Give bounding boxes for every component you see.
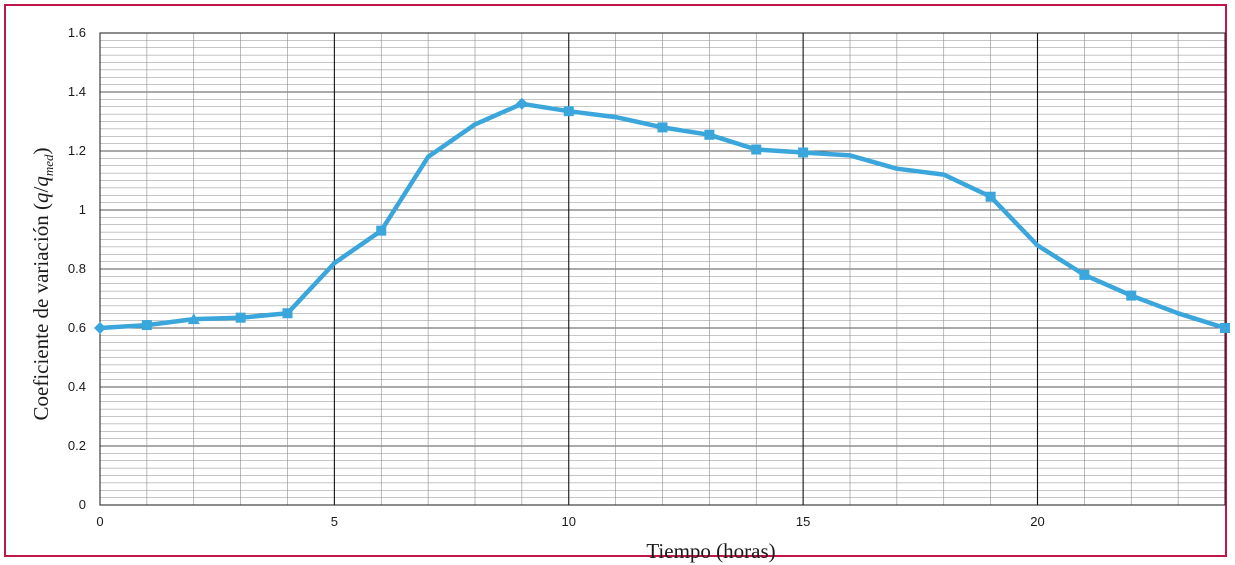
y-tick-label: 1: [79, 202, 86, 217]
plot-area-border: [99, 32, 1226, 506]
y-tick-label: 0.6: [68, 320, 86, 335]
x-tick-label: 10: [562, 514, 576, 529]
data-point-marker: [94, 322, 106, 334]
y-tick-label: 0.4: [68, 379, 86, 394]
y-tick-label: 0.8: [68, 261, 86, 276]
data-point-marker: [704, 129, 715, 140]
x-tick-label: 0: [96, 514, 103, 529]
data-point-marker: [657, 122, 668, 133]
y-tick-labels: 0 0.2 0.4 0.6 0.8 1 1.2 1.4 1.6: [68, 25, 86, 512]
y-tick-label: 1.2: [68, 143, 86, 158]
x-tick-label: 15: [796, 514, 810, 529]
x-tick-labels: 0 5 10 15 20: [96, 514, 1044, 529]
data-point-marker: [235, 312, 246, 323]
y-tick-label: 1.4: [68, 84, 86, 99]
y-axis-title-suffix: ): [29, 148, 53, 155]
minor-gridlines: [100, 33, 1225, 505]
y-tick-label: 0: [79, 497, 86, 512]
x-axis-title: Tiempo (horas): [646, 539, 775, 563]
y-axis-title-subscript: med: [41, 154, 56, 176]
y-axis-title-q: q: [29, 192, 53, 203]
x-tick-label: 20: [1030, 514, 1044, 529]
data-point-marker: [282, 308, 293, 319]
data-point-marker: [376, 225, 387, 236]
data-point-marker: [798, 147, 809, 158]
data-point-marker: [1079, 269, 1090, 280]
data-point-marker: [515, 97, 528, 110]
data-point-marker: [1220, 323, 1230, 333]
data-point-marker: [563, 106, 574, 117]
data-point-marker: [141, 320, 152, 331]
y-tick-label: 1.6: [68, 25, 86, 40]
data-point-marker: [187, 313, 200, 325]
y-axis-title-prefix: Coeficiente de variación (: [29, 203, 53, 420]
y-tick-label: 0.2: [68, 438, 86, 453]
data-point-marker: [1126, 290, 1137, 301]
data-point-marker: [751, 144, 762, 155]
y-axis-title-slash: /: [29, 187, 53, 193]
y-axis-title-q-med: q: [29, 176, 53, 187]
y-axis-title: Coeficiente de variación (q/qmed): [29, 148, 56, 421]
data-point-marker: [985, 191, 996, 202]
series-layer: [94, 97, 1230, 334]
x-tick-label: 5: [331, 514, 338, 529]
